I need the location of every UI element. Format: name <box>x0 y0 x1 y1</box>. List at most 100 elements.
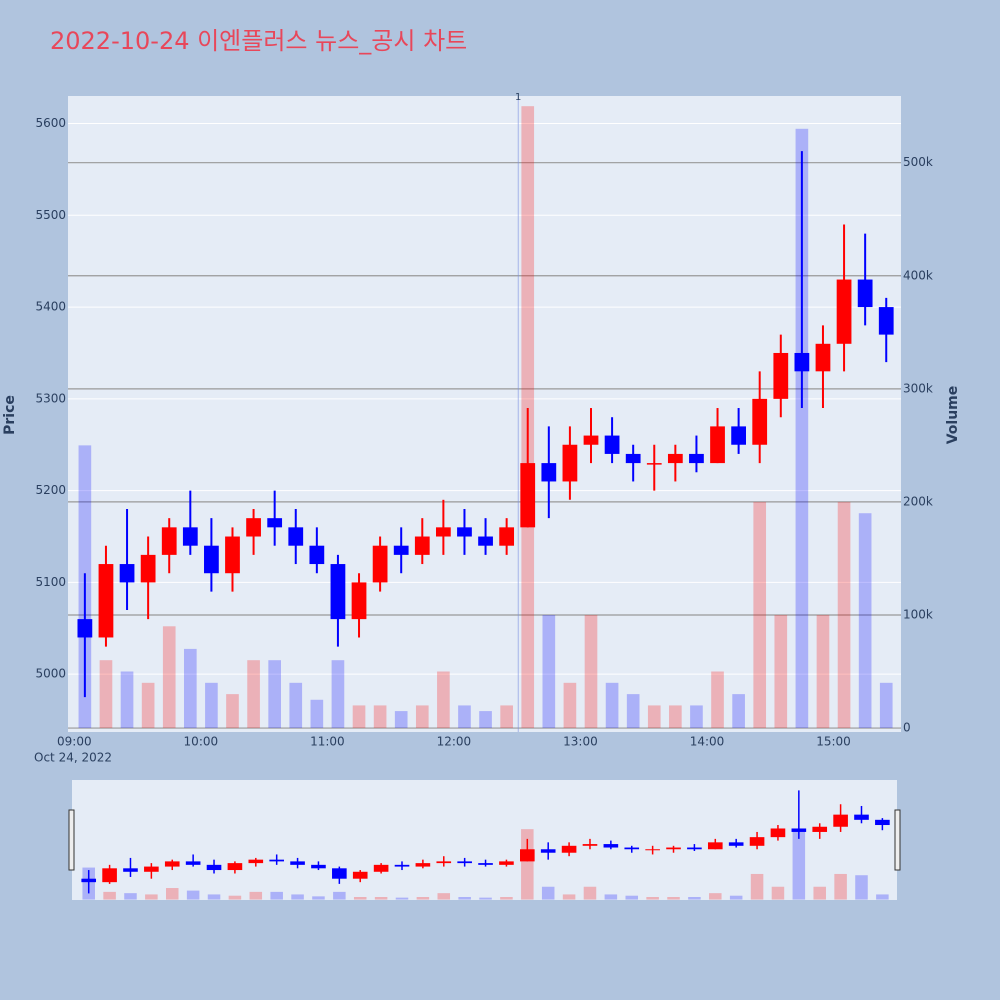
slider-candle-body <box>332 868 347 879</box>
slider-volume-bar <box>165 888 179 900</box>
candle-body <box>752 398 768 445</box>
slider-volume-bar <box>541 886 555 900</box>
candle-body <box>667 453 683 464</box>
candle-body <box>646 463 662 465</box>
slider-candle-body <box>833 814 848 827</box>
volume-bar <box>626 694 640 729</box>
slider-volume-bar <box>479 897 492 900</box>
volume-bar <box>205 682 218 729</box>
y2-tick-label: 100k <box>903 607 933 621</box>
candle-body <box>140 554 156 583</box>
volume-bar <box>711 671 724 729</box>
candle-body <box>478 536 493 546</box>
slider-volume-bar <box>145 894 158 900</box>
volume-bar <box>837 501 851 729</box>
slider-volume-bar <box>437 893 451 900</box>
candle-body <box>583 435 599 445</box>
slider-candle-body <box>373 864 389 872</box>
slider-candle-body <box>520 849 535 862</box>
slider-candle-body <box>478 863 493 865</box>
slider-volume-bar <box>729 895 743 900</box>
candle-body <box>541 463 557 482</box>
slider-candle-body <box>687 847 702 850</box>
volume-bar <box>605 682 619 729</box>
volume-bar <box>437 671 450 729</box>
slider-volume-bar <box>374 896 388 900</box>
slider-candle-body <box>185 861 201 865</box>
volume-bar <box>289 682 303 729</box>
y2-axis-title: Volume <box>945 386 961 445</box>
slider-volume-bar <box>688 896 701 900</box>
slider-candle-body <box>728 842 744 846</box>
candle-body <box>604 435 620 454</box>
candle-body <box>161 527 177 555</box>
slider-candle-body <box>624 847 640 850</box>
y2-tick-label: 400k <box>903 268 933 282</box>
slider-volume-bar <box>124 893 137 900</box>
slider-candle-body <box>582 844 598 846</box>
slider-candle-body <box>164 861 180 867</box>
range-slider[interactable] <box>72 780 897 900</box>
x-tick-label: 09:00 <box>57 735 92 749</box>
slider-volume-bar <box>813 886 826 900</box>
slider-candle-body <box>394 864 410 867</box>
volume-bar <box>669 705 682 729</box>
x-date-label: Oct 24, 2022 <box>34 751 112 765</box>
slider-candle-body <box>561 845 577 853</box>
volume-bar <box>247 660 260 729</box>
slider-candle-body <box>603 844 619 848</box>
volume-bar <box>310 699 324 729</box>
slider-candle-body <box>102 868 117 883</box>
candle-body <box>246 518 261 537</box>
volume-bar <box>879 682 893 729</box>
volume-bar <box>479 711 492 729</box>
slider-candle-body <box>290 861 305 865</box>
x-tick-label: 10:00 <box>184 735 219 749</box>
slider-handle[interactable] <box>68 809 75 871</box>
slider-candle-body <box>227 863 243 871</box>
volume-bar <box>99 660 113 729</box>
slider-volume-bar <box>583 886 597 900</box>
volume-bar <box>584 614 598 729</box>
slider-volume-bar <box>353 896 367 900</box>
slider-candle-body <box>436 861 452 864</box>
candle-body <box>182 527 198 546</box>
slider-volume-bar <box>771 886 785 900</box>
candle-body <box>794 352 810 372</box>
candle-body <box>351 582 367 620</box>
candle-body <box>372 545 388 583</box>
candle-body <box>267 518 283 528</box>
candle-body <box>499 527 515 546</box>
slider-handle[interactable] <box>894 809 901 871</box>
volume-bar <box>795 128 809 729</box>
volume-bar <box>331 660 345 729</box>
x-tick-label: 14:00 <box>690 735 725 749</box>
candle-body <box>98 564 114 638</box>
slider-candle-body <box>666 847 681 850</box>
slider-volume-bar <box>395 897 409 900</box>
candle-body <box>330 564 346 620</box>
candle-body <box>878 307 894 335</box>
y2-tick-label: 500k <box>903 155 933 169</box>
candle-body <box>204 545 219 574</box>
slider-candle-body <box>749 837 765 846</box>
slider-volume-bar <box>458 896 471 900</box>
y2-tick-label: 0 <box>903 721 911 735</box>
x-tick-label: 15:00 <box>816 735 851 749</box>
slider-candle-body <box>854 814 869 820</box>
slider-candle-body <box>875 819 890 826</box>
volume-bar <box>141 682 155 729</box>
volume-bar <box>858 513 872 729</box>
candle-body <box>857 279 873 308</box>
candle-body <box>815 343 831 372</box>
candle-body <box>689 453 704 464</box>
volume-bar <box>690 705 703 729</box>
slider-candle-body <box>812 826 828 832</box>
candle-body <box>457 527 472 537</box>
slider-candle-body <box>311 864 326 869</box>
slider-volume-bar <box>500 896 513 900</box>
volume-bar <box>542 614 556 729</box>
volume-bar <box>415 705 429 729</box>
slider-candle-body <box>457 861 472 864</box>
